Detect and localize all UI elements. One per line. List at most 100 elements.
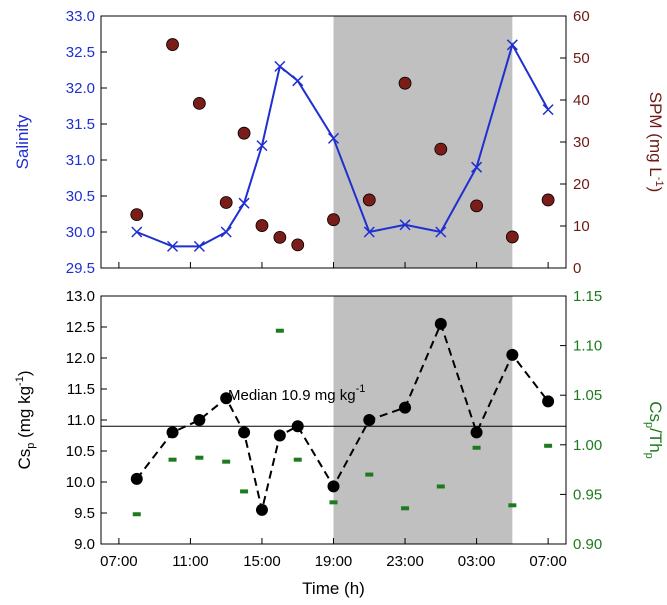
left-tick-label: 30.0 <box>66 224 95 241</box>
csp-thp-point <box>544 443 553 448</box>
csp-point <box>130 472 143 485</box>
right-tick-label: 1.00 <box>573 437 602 454</box>
csp-thp-point <box>293 457 302 462</box>
spm-point <box>505 230 519 244</box>
spm-point <box>273 230 287 244</box>
right-tick-label: 0.95 <box>573 486 602 503</box>
csp-thp-axis-label-main: Cs <box>646 401 665 422</box>
x-tick-label: 23:00 <box>386 553 424 570</box>
csp-axis-label-end: ) <box>15 370 34 376</box>
csp-point <box>291 420 304 433</box>
bottom-plot-area <box>130 317 555 517</box>
right-tick-label: 1.05 <box>573 387 602 404</box>
csp-thp-point <box>436 484 445 489</box>
left-tick-label: 9.5 <box>74 505 95 522</box>
median-label-main: Median 10.9 mg kg <box>228 387 356 404</box>
csp-point <box>238 426 251 439</box>
spm-axis-label-tail: ) <box>646 187 665 193</box>
csp-thp-point <box>365 472 374 477</box>
spm-point <box>362 193 376 207</box>
time-axis-label: Time (h) <box>302 579 365 598</box>
csp-point <box>166 426 179 439</box>
left-tick-label: 12.0 <box>66 350 95 367</box>
x-tick-label: 03:00 <box>458 553 496 570</box>
bottom-right-axis: 0.90 0.95 1.00 1.05 1.10 1.15 <box>560 288 602 553</box>
csp-thp-axis-label-mid: /Th <box>646 428 665 453</box>
csp-point <box>363 414 376 426</box>
salinity-point <box>238 197 250 209</box>
top-panel: 29.5 30.0 30.5 31.0 31.5 32.0 32.5 33.0 0 10 20 30… <box>13 8 665 277</box>
left-tick-label: 9.0 <box>74 536 95 553</box>
bottom-night-shade <box>333 296 513 544</box>
time-axis: 07:00 11:00 15:00 19:00 23:00 03:00 07:00 <box>100 538 567 570</box>
csp-thp-point <box>472 445 481 450</box>
spm-point <box>219 196 233 209</box>
csp-thp-point <box>222 459 231 464</box>
left-tick-label: 32.0 <box>66 80 95 97</box>
csp-point <box>220 392 233 405</box>
top-night-shade <box>333 16 513 268</box>
left-tick-label: 31.0 <box>66 152 95 169</box>
csp-point <box>327 480 340 493</box>
left-tick-label: 32.5 <box>66 44 95 61</box>
csp-axis-label-sup: -1 <box>14 376 26 386</box>
spm-point <box>255 219 269 232</box>
right-tick-label: 40 <box>573 92 590 109</box>
left-tick-label: 33.0 <box>66 8 95 25</box>
csp-axis-label-sub: p <box>25 443 37 449</box>
csp-point <box>193 414 206 426</box>
salinity-axis-label: Salinity <box>13 114 32 169</box>
csp-thp-point <box>240 489 249 494</box>
right-tick-label: 50 <box>573 50 590 67</box>
csp-point <box>273 429 286 442</box>
spm-point <box>434 142 448 156</box>
csp-thp-axis-label-sub2: p <box>643 453 655 459</box>
bottom-panel: Median 10.9 mg kg-1 9.09.510.010.511.011… <box>14 288 665 598</box>
csp-axis-label-main: Cs <box>15 449 34 470</box>
csp-point <box>434 317 447 330</box>
median-label-sup: -1 <box>356 383 366 395</box>
right-tick-label: 0 <box>573 260 581 277</box>
median-label: Median 10.9 mg kg-1 <box>228 383 365 404</box>
csp-thp-point <box>401 506 410 511</box>
csp-point <box>542 395 555 408</box>
csp-thp-axis-label: Csp/Thp <box>643 401 665 459</box>
csp-point <box>399 401 412 414</box>
spm-axis-label-sup: -1 <box>653 177 665 187</box>
x-tick-label: 19:00 <box>315 553 353 570</box>
spm-point <box>291 238 305 252</box>
x-tick-label: 07:00 <box>529 553 567 570</box>
right-tick-label: 0.90 <box>573 536 602 553</box>
csp-thp-point <box>195 455 204 460</box>
csp-point <box>470 426 483 439</box>
right-tick-label: 1.15 <box>573 288 602 305</box>
left-tick-label: 11.5 <box>67 381 95 398</box>
spm-axis-label: SPM (mg L-1) <box>646 92 665 192</box>
bottom-left-axis: 9.0 9.5 10.0 10.5 11.0 11.5 12.0 12.5 13.0 <box>66 288 107 553</box>
spm-point <box>166 38 179 51</box>
salinity-point <box>256 140 268 152</box>
right-tick-label: 1.10 <box>573 338 602 355</box>
csp-axis-label: Csp (mg kg-1) <box>14 370 37 469</box>
salinity-point <box>506 39 518 51</box>
csp-thp-axis-label-sub1: p <box>643 422 655 428</box>
spm-point <box>130 208 144 222</box>
x-tick-label: 15:00 <box>243 553 281 570</box>
spm-point <box>398 76 412 90</box>
right-tick-label: 20 <box>573 176 590 193</box>
spm-point <box>327 213 340 227</box>
spm-axis-label-main: SPM (mg L <box>646 92 665 177</box>
spm-point <box>470 199 483 213</box>
salinity-point <box>220 226 232 238</box>
salinity-point <box>435 226 447 238</box>
salinity-point <box>274 60 286 72</box>
csp-point <box>255 503 268 516</box>
top-plot-area <box>118 38 555 268</box>
csp-axis-label-tail: (mg kg <box>15 386 34 443</box>
csp-thp-point <box>329 500 338 505</box>
spm-point <box>237 126 251 140</box>
salinity-point <box>292 75 304 87</box>
salinity-point <box>471 161 483 173</box>
left-tick-label: 31.5 <box>66 116 95 133</box>
